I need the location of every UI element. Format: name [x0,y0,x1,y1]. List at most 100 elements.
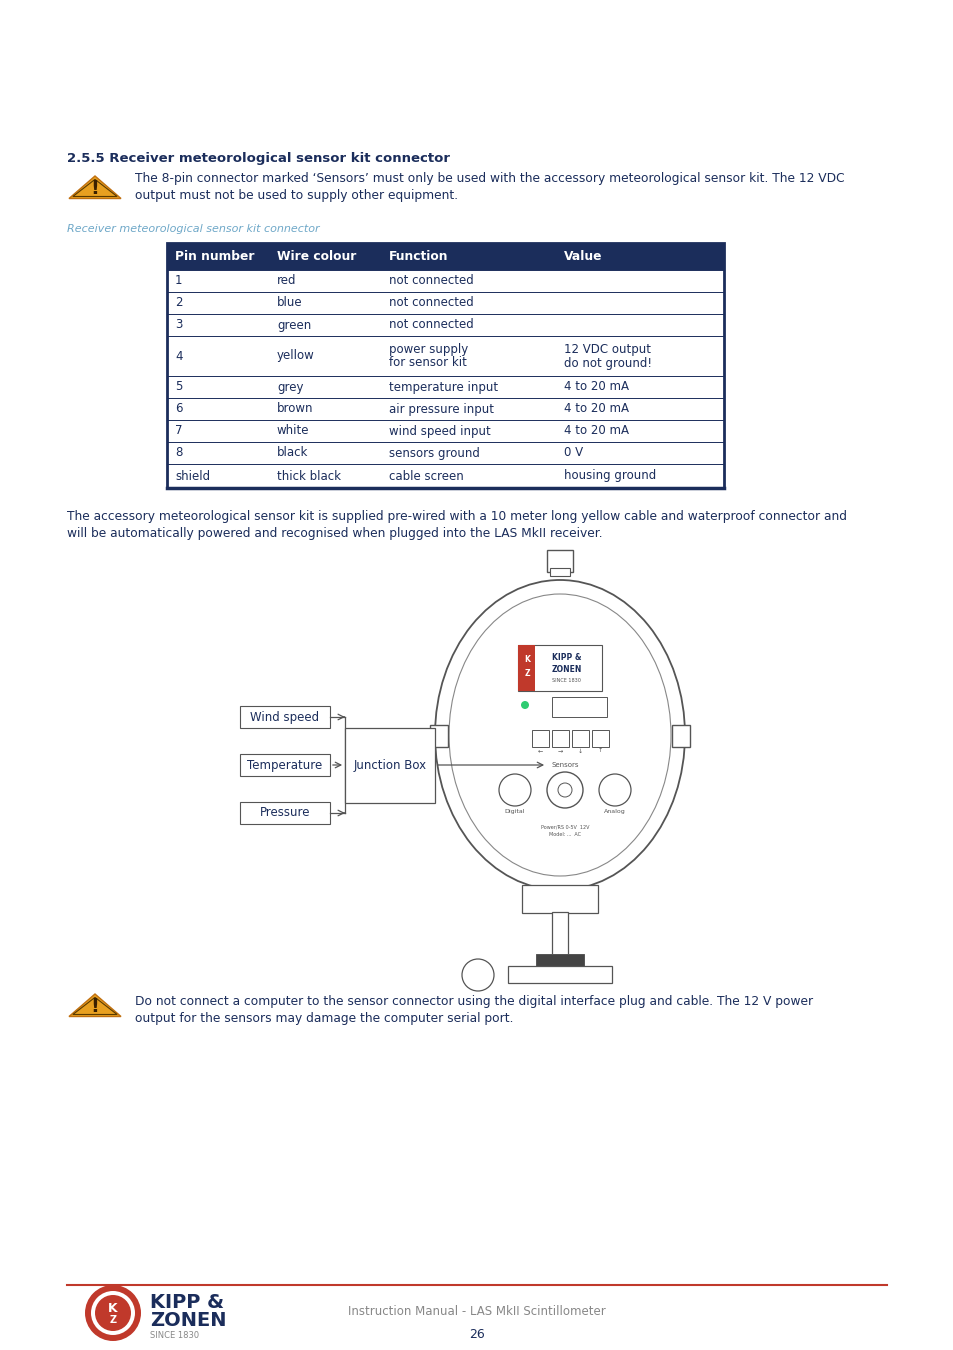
Bar [521,886,598,913]
Text: !: ! [91,996,99,1017]
Circle shape [558,783,572,796]
Text: blue: blue [276,297,302,309]
Text: output for the sensors may damage the computer serial port.: output for the sensors may damage the co… [135,1012,513,1025]
Circle shape [91,1291,135,1335]
Circle shape [546,772,582,809]
Text: Pin number: Pin number [174,250,254,263]
Bar [546,549,573,572]
Text: →: → [557,748,562,753]
Text: Value: Value [563,250,602,263]
Circle shape [520,701,529,709]
Text: 4 to 20 mA: 4 to 20 mA [563,424,628,437]
Bar [552,697,606,717]
Text: 3: 3 [174,319,182,332]
Text: not connected: not connected [389,319,474,332]
Text: The accessory meteorological sensor kit is supplied pre-wired with a 10 meter lo: The accessory meteorological sensor kit … [67,510,846,522]
Bar [536,954,583,968]
Text: SINCE 1830: SINCE 1830 [150,1331,199,1339]
Bar [167,243,723,270]
Ellipse shape [435,580,684,890]
Text: Z: Z [523,668,529,678]
Text: cable screen: cable screen [389,470,463,482]
Text: Model: ...  AC: Model: ... AC [548,833,580,837]
Text: green: green [276,319,311,332]
Text: Pressure: Pressure [259,806,310,819]
Text: do not ground!: do not ground! [563,356,651,370]
Bar [671,725,689,747]
Bar [552,730,568,747]
Text: ZONEN: ZONEN [150,1311,226,1331]
Text: red: red [276,274,296,288]
Text: Temperature: Temperature [247,759,322,771]
Text: Function: Function [389,250,448,263]
Text: K: K [108,1301,117,1315]
Bar [240,755,330,776]
Text: Instruction Manual - LAS MkII Scintillometer: Instruction Manual - LAS MkII Scintillom… [348,1305,605,1318]
Text: Z: Z [110,1315,116,1324]
Text: not connected: not connected [389,297,474,309]
Text: shield: shield [174,470,210,482]
Text: 4: 4 [174,350,182,363]
Text: temperature input: temperature input [389,381,497,393]
Text: ↓: ↓ [577,748,582,753]
Text: 6: 6 [174,402,182,416]
Text: ↑: ↑ [597,748,602,753]
Circle shape [95,1295,131,1331]
Text: 7: 7 [174,424,182,437]
Text: KIPP &: KIPP & [552,652,581,662]
Text: 2.5.5 Receiver meteorological sensor kit connector: 2.5.5 Receiver meteorological sensor kit… [67,153,450,165]
Circle shape [85,1285,141,1341]
Circle shape [598,774,630,806]
Text: 2: 2 [174,297,182,309]
Text: 5: 5 [174,381,182,393]
Bar [507,967,612,983]
Bar [572,730,588,747]
Text: 4 to 20 mA: 4 to 20 mA [563,402,628,416]
Text: 4 to 20 mA: 4 to 20 mA [563,381,628,393]
Text: Sensors: Sensors [551,761,578,768]
Text: black: black [276,447,308,459]
Bar [345,728,435,802]
Text: The 8-pin connector marked ‘Sensors’ must only be used with the accessory meteor: The 8-pin connector marked ‘Sensors’ mus… [135,171,843,185]
Bar [517,645,535,691]
Text: for sensor kit: for sensor kit [389,356,466,370]
Text: 8: 8 [174,447,182,459]
Text: Receiver meteorological sensor kit connector: Receiver meteorological sensor kit conne… [67,224,319,234]
Text: Power/RS 0-5V  12V: Power/RS 0-5V 12V [540,825,589,829]
Text: Junction Box: Junction Box [353,759,426,771]
Text: thick black: thick black [276,470,340,482]
Text: 12 VDC output: 12 VDC output [563,343,650,355]
Text: Wind speed: Wind speed [251,710,319,724]
Text: 26: 26 [469,1328,484,1341]
Text: not connected: not connected [389,274,474,288]
Text: sensors ground: sensors ground [389,447,479,459]
Text: wind speed input: wind speed input [389,424,490,437]
Text: yellow: yellow [276,350,314,363]
Bar [430,725,448,747]
Text: 0 V: 0 V [563,447,582,459]
Text: Wire colour: Wire colour [276,250,356,263]
Text: power supply: power supply [389,343,468,355]
Text: air pressure input: air pressure input [389,402,494,416]
Text: brown: brown [276,402,314,416]
Bar [592,730,608,747]
Circle shape [461,958,494,991]
Text: !: ! [91,180,99,198]
Text: will be automatically powered and recognised when plugged into the LAS MkII rece: will be automatically powered and recogn… [67,526,602,540]
Text: white: white [276,424,309,437]
Text: output must not be used to supply other equipment.: output must not be used to supply other … [135,189,457,202]
Bar [240,706,330,728]
Text: housing ground: housing ground [563,470,656,482]
Polygon shape [69,994,121,1017]
Text: K: K [523,655,529,663]
Text: Do not connect a computer to the sensor connector using the digital interface pl: Do not connect a computer to the sensor … [135,995,812,1008]
Bar [167,243,723,487]
Bar [517,645,601,691]
Text: ZONEN: ZONEN [552,664,581,674]
Bar [552,913,567,957]
Text: Analog: Analog [603,809,625,814]
Text: SINCE 1830: SINCE 1830 [552,679,580,683]
Text: grey: grey [276,381,303,393]
Text: 1: 1 [174,274,182,288]
Circle shape [498,774,531,806]
